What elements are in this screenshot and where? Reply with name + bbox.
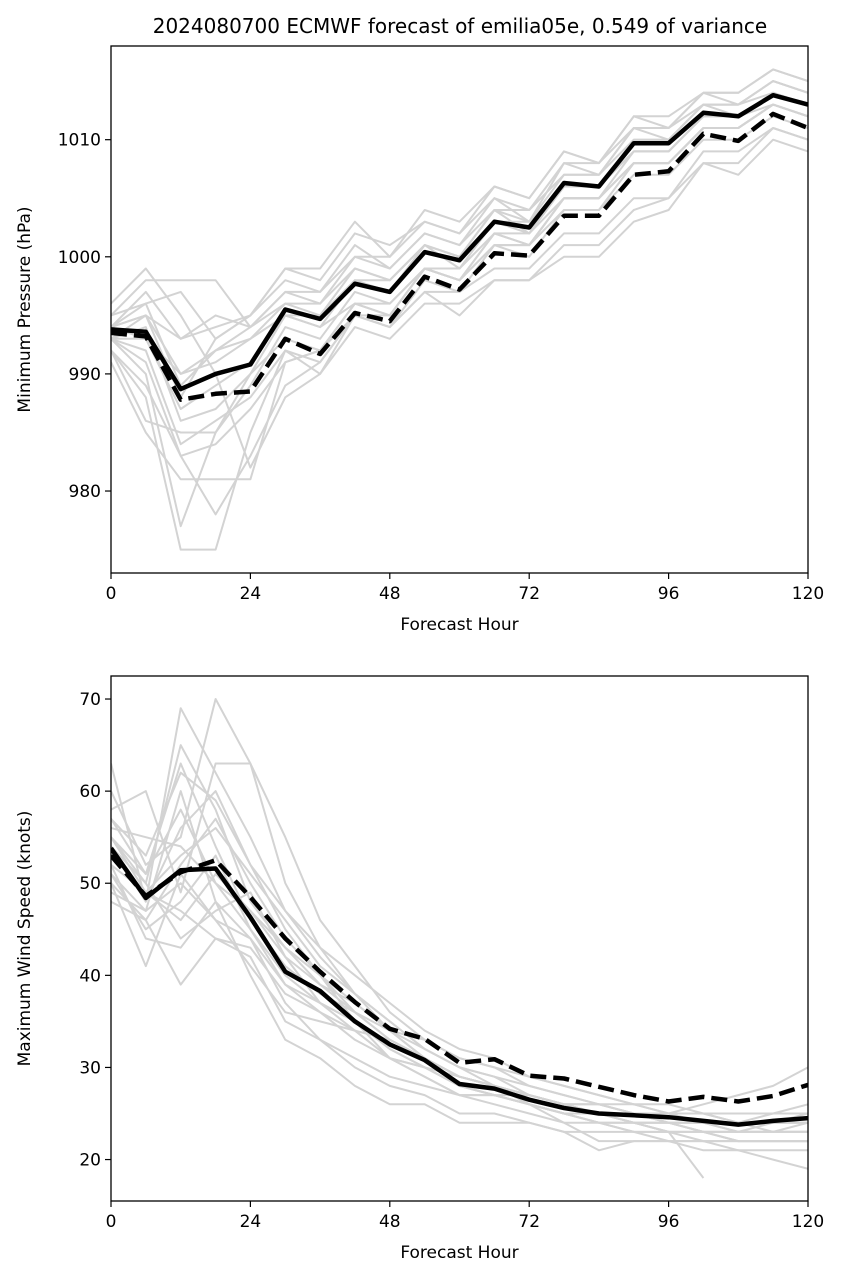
pressure-ensemble-member-line — [111, 103, 808, 434]
wind-ensemble-member-line — [111, 845, 808, 1124]
pressure-chart: 0 24 48 72 96 120 980 990 1000 1010 Forecast Hour M… — [15, 45, 824, 635]
pressure-ensemble-member-line — [111, 138, 808, 446]
pressure-dashed-line — [111, 111, 808, 402]
figure-title: 2024080700 ECMWF forecast of emilia05e, … — [153, 14, 768, 38]
pressure-y-tick-label: 1000 — [58, 248, 101, 268]
wind-y-tick-label: 20 — [79, 1151, 101, 1171]
wind-solid-line — [111, 846, 808, 1127]
pressure-y-axis-label: Minimum Pressure (hPa) — [15, 206, 35, 412]
pressure-ensemble-member-line — [111, 127, 808, 516]
wind-y-tick-label: 60 — [79, 782, 101, 802]
pressure-ensemble-member-line — [111, 68, 808, 340]
wind-x-tick-label: 72 — [518, 1212, 540, 1232]
wind-y-tick-label: 30 — [79, 1058, 101, 1078]
pressure-x-tick-label: 0 — [106, 584, 117, 604]
wind-ensemble-member-line — [111, 873, 808, 1143]
wind-x-tick-label: 48 — [379, 1212, 401, 1232]
wind-ensemble-member-line — [111, 771, 808, 1115]
pressure-y-tick-label: 980 — [69, 482, 101, 502]
wind-x-tick-label: 120 — [792, 1212, 824, 1232]
wind-dashed-line — [111, 854, 808, 1104]
pressure-x-tick-label: 24 — [240, 584, 262, 604]
pressure-ensemble-member-line — [111, 127, 808, 481]
wind-ensemble-member-line — [111, 762, 808, 1124]
wind-x-tick-label: 24 — [240, 1212, 262, 1232]
pressure-x-axis-label: Forecast Hour — [400, 615, 518, 635]
wind-ensemble-member-line — [111, 900, 808, 1152]
wind-ensemble-member-line — [111, 873, 808, 1133]
pressure-axes-frame — [110, 45, 809, 574]
pressure-x-tick-label: 48 — [379, 584, 401, 604]
pressure-ensemble-member-line — [111, 91, 808, 375]
pressure-ensemble-member-line — [111, 91, 808, 340]
wind-y-axis-label: Maximum Wind Speed (knots) — [15, 811, 35, 1067]
wind-y-tick-label: 50 — [79, 874, 101, 894]
pressure-solid-line — [111, 92, 808, 392]
pressure-y-tick-label: 990 — [69, 365, 101, 385]
pressure-x-tick-label: 120 — [792, 584, 824, 604]
wind-chart: 0 24 48 72 96 120 20 30 40 50 60 70 Forecast Hour Max… — [15, 675, 824, 1263]
wind-axes-frame — [110, 675, 809, 1202]
wind-y-tick-label: 40 — [79, 966, 101, 986]
wind-x-axis-label: Forecast Hour — [400, 1243, 518, 1263]
wind-ensemble-member-line — [111, 790, 808, 1143]
pressure-y-tick-label: 1010 — [58, 131, 101, 151]
wind-x-tick-label: 96 — [658, 1212, 680, 1232]
wind-plot-area — [111, 698, 808, 1179]
pressure-ensemble-member-line — [111, 103, 808, 375]
wind-x-tick-label: 0 — [106, 1212, 117, 1232]
wind-y-tick-label: 70 — [79, 690, 101, 710]
pressure-plot-area — [111, 68, 808, 551]
pressure-x-tick-label: 96 — [658, 584, 680, 604]
pressure-ensemble-member-line — [111, 68, 808, 340]
pressure-x-tick-label: 72 — [518, 584, 540, 604]
